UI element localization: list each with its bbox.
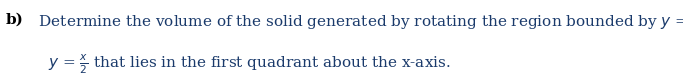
Text: $y$ = $\frac{x}{2}$ that lies in the first quadrant about the x-axis.: $y$ = $\frac{x}{2}$ that lies in the fir… — [29, 52, 450, 76]
Text: Determine the volume of the solid generated by rotating the region bounded by $y: Determine the volume of the solid genera… — [29, 7, 683, 32]
Text: b): b) — [5, 12, 23, 27]
